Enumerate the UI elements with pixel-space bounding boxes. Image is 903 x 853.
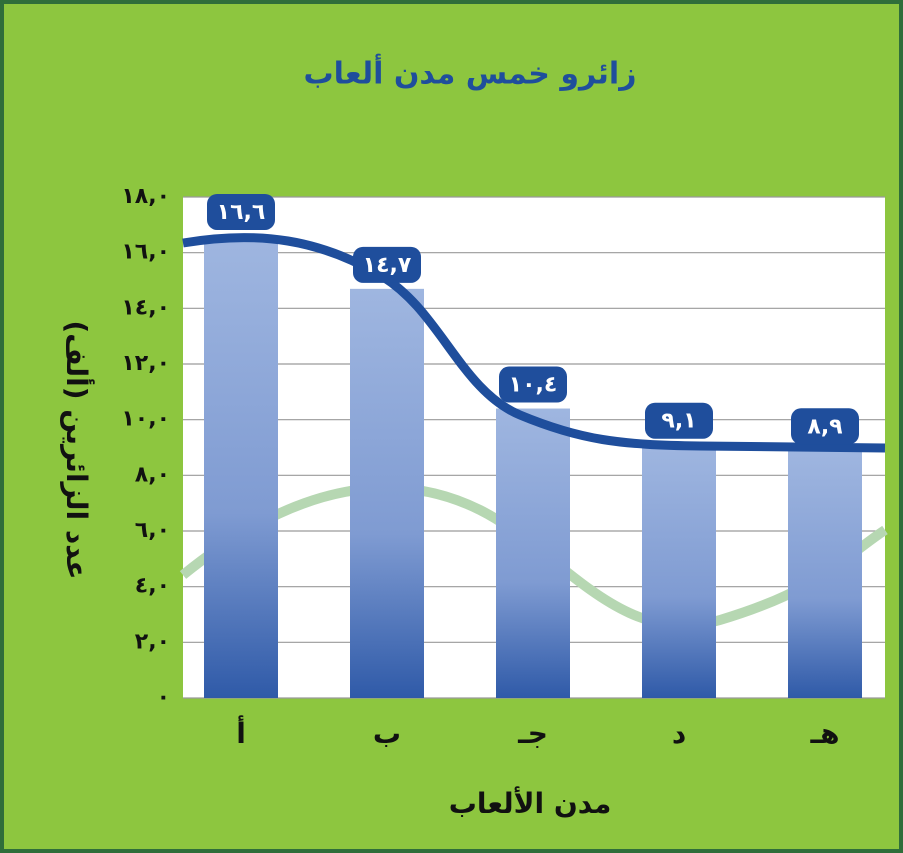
value-label: ١٦,٦ (217, 200, 266, 225)
value-label: ٨,٩ (807, 414, 842, 439)
y-tick-label: ٦,٠ (135, 518, 170, 543)
x-tick-label: ب (373, 717, 401, 750)
x-axis-label: مدن الألعاب (449, 786, 612, 820)
y-tick-label: ٤,٠ (135, 574, 170, 599)
bars (204, 235, 862, 698)
label-badge (791, 408, 859, 445)
value-label: ١٤,٧ (363, 253, 412, 278)
bar (788, 450, 862, 698)
x-tick-label: د (672, 717, 686, 750)
bar (642, 444, 716, 698)
y-tick-label: ١٨,٠ (121, 184, 170, 209)
value-label: ٩,١ (661, 409, 696, 434)
labels: ٠ ٢,٠ ٤,٠ ٦,٠ ٨,٠ ١٠,٠ ١٢,٠ ١٤,٠ ١٦,٠ ١٨,٠ أ ١٦,٦ ب ١… (121, 184, 859, 750)
x-tick-label: جـ (517, 717, 548, 750)
y-tick-label: ١٦,٠ (121, 240, 170, 265)
y-tick-label: ٠ (157, 685, 170, 710)
label-badge (645, 402, 713, 439)
bar (204, 235, 278, 698)
y-tick-label: ١٤,٠ (121, 295, 170, 320)
x-tick-label: هـ (810, 717, 840, 750)
y-axis-label: عدد الزائرين (ألف) (60, 321, 95, 580)
x-tick-label: أ (236, 715, 246, 750)
y-tick-label: ٨,٠ (135, 462, 170, 487)
label-badge (499, 366, 567, 403)
decor-track (182, 233, 886, 453)
label-badge (353, 246, 421, 283)
bar (496, 408, 570, 698)
y-tick-label: ٢,٠ (135, 629, 170, 654)
y-tick-label: ١٠,٠ (121, 407, 170, 432)
y-tick-label: ١٢,٠ (121, 351, 170, 376)
value-label: ١٠,٤ (509, 373, 558, 398)
label-badge (207, 193, 275, 230)
bar (350, 288, 424, 698)
chart-title: زائرو خمس مدن ألعاب (303, 54, 636, 92)
